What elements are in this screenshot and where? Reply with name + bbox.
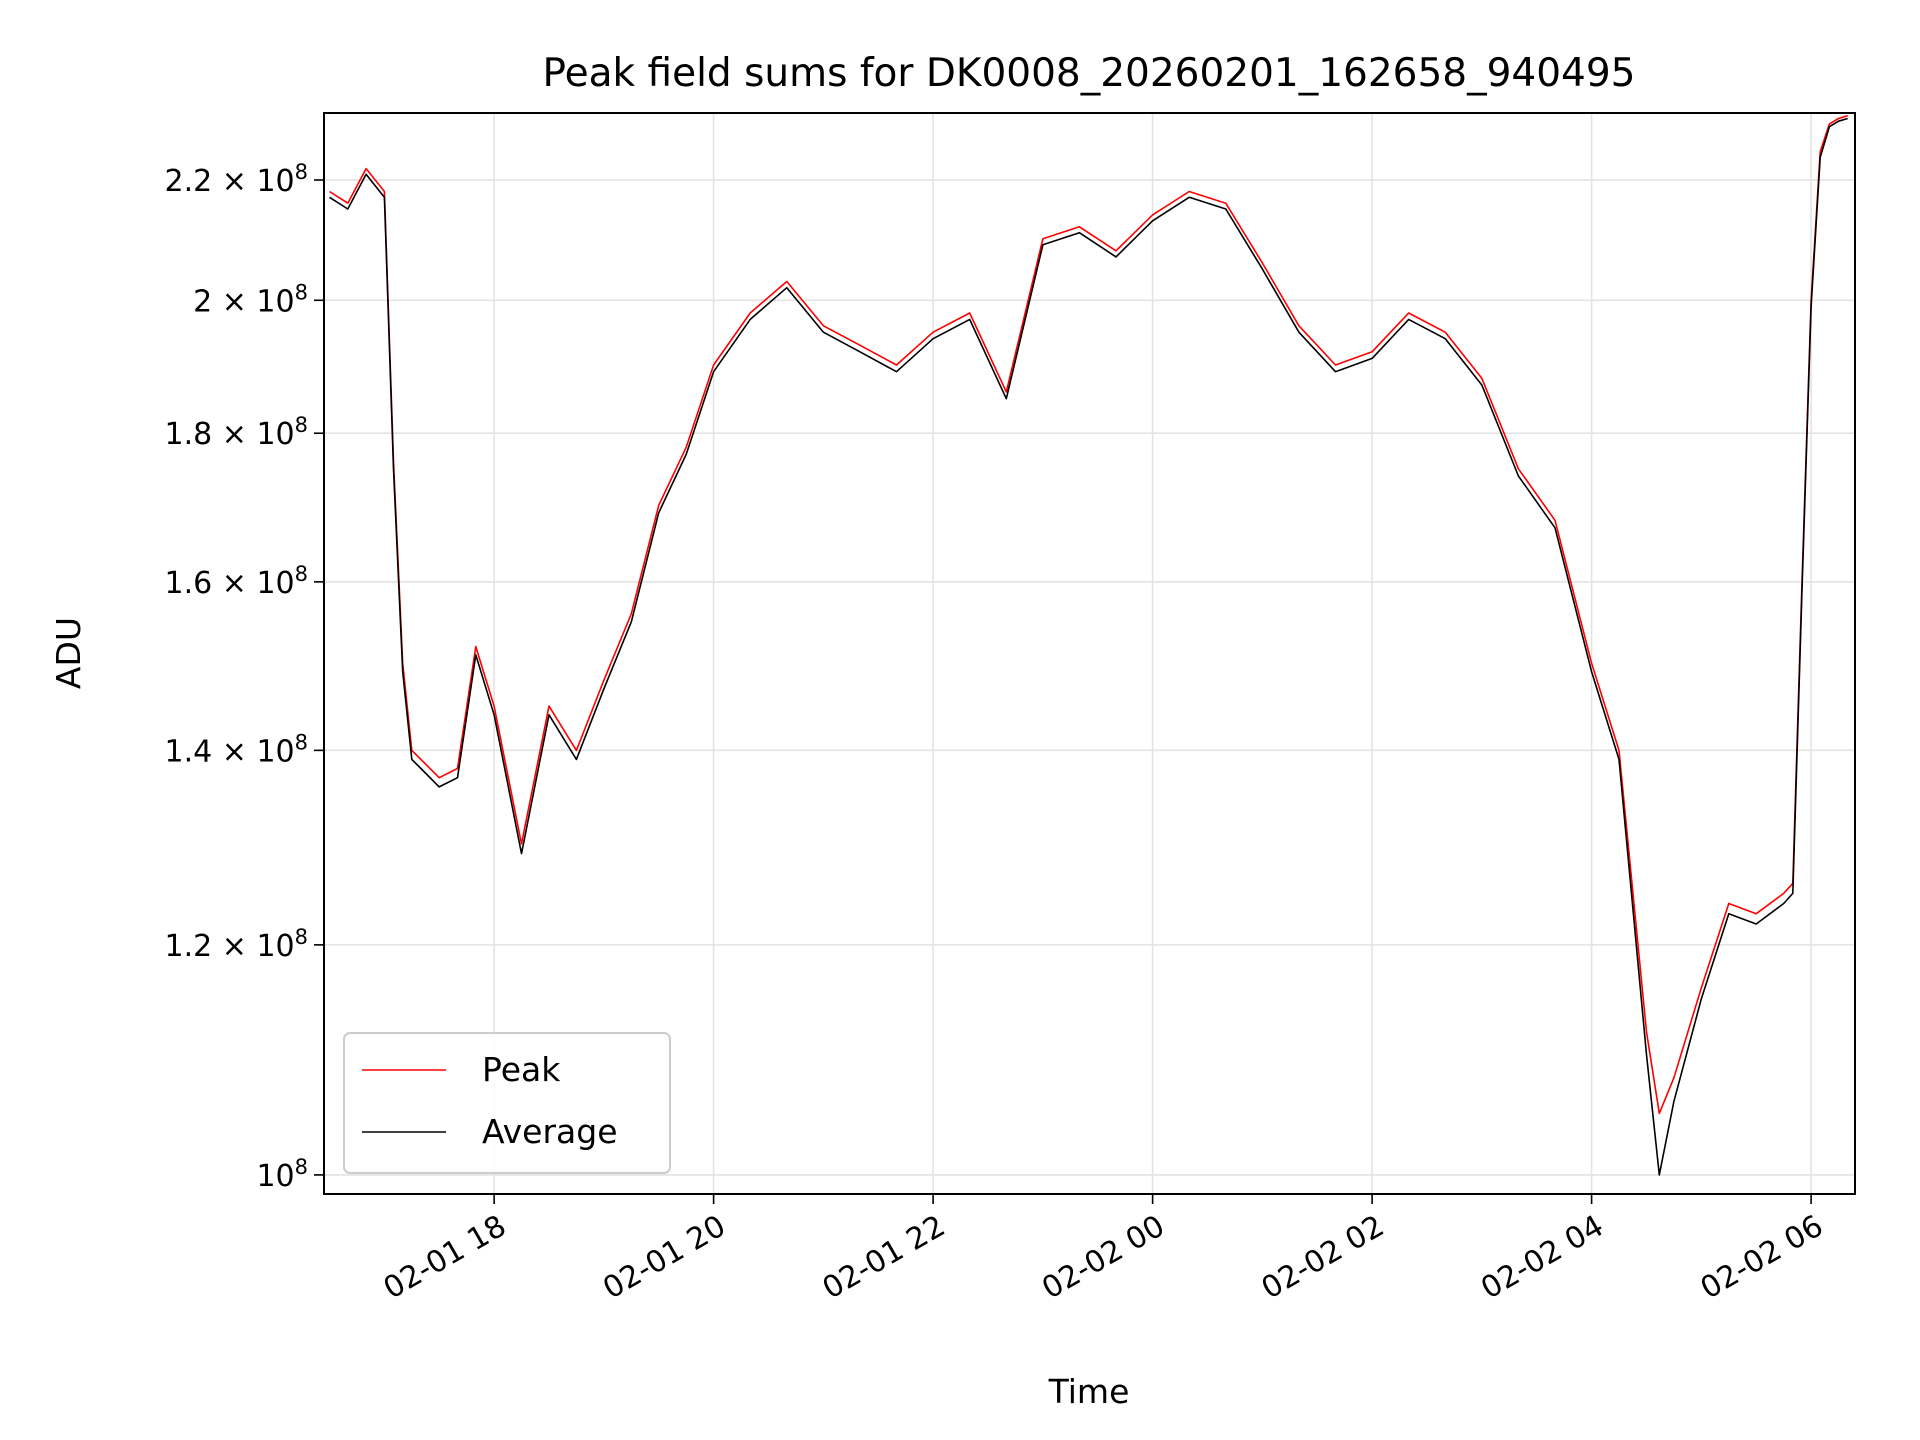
y-axis-title: ADU	[49, 617, 88, 689]
legend: Peak Average	[343, 1032, 671, 1174]
x-axis-title: Time	[1048, 1372, 1130, 1411]
series-line-peak	[329, 114, 1848, 1115]
plot-area	[329, 114, 1848, 1176]
y-axis: 108 1.2 × 108 1.4 × 108 1.6 × 108 1.8 × 108 2…	[165, 160, 324, 1194]
y-tick-label: 2 × 108	[193, 280, 308, 319]
y-tick-label: 1.4 × 108	[165, 730, 308, 769]
grid	[324, 113, 1855, 1194]
legend-label-peak: Peak	[482, 1050, 561, 1089]
series-line-average	[329, 117, 1848, 1176]
y-tick-label: 2.2 × 108	[165, 160, 308, 199]
y-tick-label: 108	[256, 1155, 308, 1194]
y-tick-label: 1.6 × 108	[165, 562, 308, 601]
chart-title: Peak field sums for DK0008_20260201_1626…	[543, 51, 1636, 96]
y-tick-label: 1.2 × 108	[165, 925, 308, 964]
plot-frame	[323, 112, 1856, 1195]
y-tick-label: 1.8 × 108	[165, 413, 308, 452]
series-layer	[329, 114, 1848, 1176]
legend-label-average: Average	[482, 1112, 618, 1151]
legend-box	[343, 1032, 671, 1174]
